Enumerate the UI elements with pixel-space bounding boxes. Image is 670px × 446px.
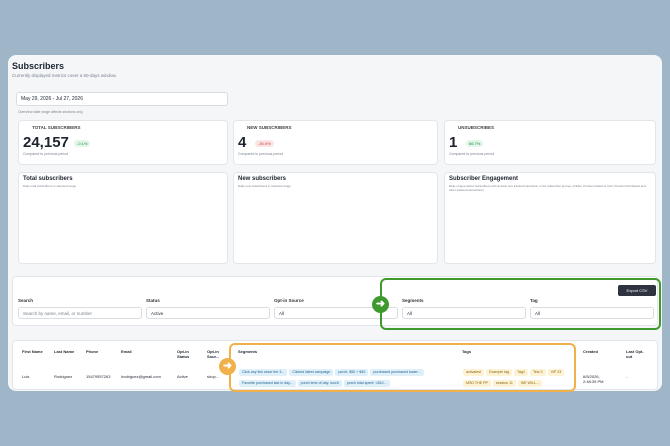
- stat-value: 24,157: [23, 134, 69, 151]
- tag-select[interactable]: All: [530, 307, 654, 319]
- stat-card: [18, 120, 228, 165]
- chip: activatest: [463, 369, 485, 376]
- segments-label: Segments: [402, 298, 424, 303]
- arrow-icon: ➜: [219, 358, 236, 375]
- chart-subtitle: Daily total subscribers in selected rang…: [23, 184, 77, 188]
- source-value: All: [279, 311, 285, 316]
- table-cell: Active: [177, 374, 188, 379]
- table-header: Last Name: [54, 349, 75, 354]
- chart-card: [233, 172, 438, 264]
- table-header: Last Opt-out: [626, 349, 644, 359]
- table-cell: -: [626, 374, 628, 379]
- chip: purchased purchased tower...: [370, 369, 424, 376]
- segments-select[interactable]: All: [402, 307, 526, 319]
- search-input[interactable]: Search by name, email, or number: [18, 307, 142, 319]
- chart-card: [444, 172, 656, 264]
- status-select[interactable]: Active: [146, 307, 270, 319]
- chart-title: Subscriber Engagement: [449, 176, 519, 182]
- stat-note: Compared to previous period: [449, 152, 495, 156]
- table-header: Phone: [86, 349, 99, 354]
- stat-value: 4: [238, 134, 247, 151]
- table-header: Opt-in Status: [177, 349, 190, 359]
- chart-subtitle: Daily unique active subscribers with at …: [449, 184, 646, 192]
- chart-title: Total subscribers: [23, 176, 73, 182]
- date-value: May 29, 2026 - Jul 27, 2026: [21, 96, 83, 102]
- stat-label: NEW SUBSCRIBERS: [247, 125, 292, 130]
- chip: Click any link since the 3...: [239, 369, 288, 376]
- segments-list: Click any link since the 3... Clicked lat…: [238, 366, 438, 388]
- table-cell: lrodriguez@gmail.com: [121, 374, 161, 379]
- stat-change: 66.7%: [466, 140, 484, 147]
- source-select[interactable]: All: [274, 307, 398, 319]
- stat-change: -30.0%: [255, 140, 274, 147]
- status-value: Active: [151, 311, 164, 316]
- table-header: First Name: [22, 349, 43, 354]
- placeholder: Search by name, email, or number: [23, 311, 93, 316]
- tag-value: All: [535, 311, 541, 316]
- tag-label: Tag: [530, 298, 538, 303]
- chart-title: New subscribers: [238, 176, 287, 182]
- stat-value: 1: [449, 134, 458, 151]
- chip: purch time of day: lunch: [297, 380, 342, 387]
- stat-label: TOTAL SUBSCRIBERS: [32, 125, 81, 130]
- tags-list: activatest Example tag Tag1 Test 3 VIP 23 MSD…: [462, 366, 572, 388]
- table-cell: Rodriguez: [54, 374, 73, 379]
- subtitle: Currently displayed metrics cover a 60-d…: [12, 73, 117, 78]
- chip: MSD THE PP: [463, 380, 491, 387]
- stat-change: -0.1%: [74, 140, 91, 147]
- chip: WE WILL...: [517, 380, 542, 387]
- table-cell: 6/5/2026, 2:48:39 PM: [583, 374, 604, 384]
- chip: purch: $50 + $40: [335, 369, 369, 376]
- status-label: Status: [146, 298, 160, 303]
- chip: Example tag: [486, 369, 513, 376]
- arrow-icon: ➜: [372, 296, 389, 313]
- table-cell: Luis: [22, 374, 30, 379]
- chip: Test 3: [529, 369, 546, 376]
- chip: Tag1: [514, 369, 528, 376]
- chart-card: [18, 172, 228, 264]
- export-label: Export CSV: [626, 288, 648, 293]
- chip: Clicked latest campaign: [289, 369, 334, 376]
- search-label: Search: [18, 298, 34, 303]
- stat-label: UNSUBSCRIBES: [458, 125, 495, 130]
- table-cell: 15479557263: [86, 374, 111, 379]
- table-cell: shop...: [207, 374, 220, 379]
- chip: session 11: [492, 380, 516, 387]
- table-header: Email: [121, 349, 132, 354]
- chip: VIP 23: [547, 369, 565, 376]
- table-header: Opt-in Sour...: [207, 349, 220, 359]
- stat-note: Compared to previous period: [23, 152, 69, 156]
- date-note: Overview date range affects sections onl…: [18, 110, 84, 114]
- export-button[interactable]: Export CSV: [618, 285, 656, 296]
- chip: Favorite purchased last in day...: [239, 380, 296, 387]
- table-header: Segments: [238, 349, 258, 354]
- table-header: Created: [583, 349, 598, 354]
- segments-value: All: [407, 311, 413, 316]
- source-label: Opt-in Source: [274, 298, 304, 303]
- title: Subscribers: [12, 61, 65, 71]
- table-header: Tags: [462, 349, 472, 354]
- stat-note: Compared to previous period: [238, 152, 284, 156]
- date-picker[interactable]: May 29, 2026 - Jul 27, 2026: [16, 92, 228, 106]
- chart-subtitle: Daily new subscribers in selected range: [238, 184, 291, 188]
- chip: purch total spent: <$10...: [343, 380, 390, 387]
